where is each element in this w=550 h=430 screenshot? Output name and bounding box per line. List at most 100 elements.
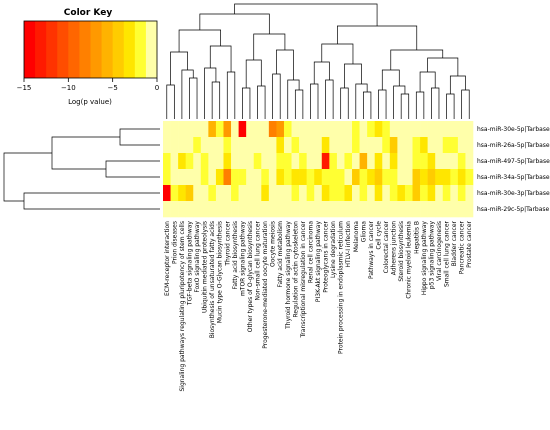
column-label: Fatty acid biosynthesis [232,221,239,289]
heatmap-cell [246,153,255,170]
heatmap-cell [223,185,232,202]
heatmap-cell [185,169,194,186]
heatmap-cell [163,169,171,186]
heatmap-cell [420,201,428,218]
dendrogram-branch [321,43,354,64]
column-label: Colorectal cancer [383,220,390,273]
column-label: Oocyte meiosis [270,221,277,267]
row-label: hsa-miR-30e-5p|Tarbase [477,126,550,133]
dendrogram-branch [226,71,236,119]
heatmap-cell [367,169,376,186]
heatmap-cell [200,185,209,202]
heatmap-cell [306,201,315,218]
heatmap-cell [238,201,247,218]
heatmap-cell [374,137,383,154]
heatmap-cell [442,201,451,218]
heatmap-cell [185,185,194,202]
heatmap-cell [291,169,300,186]
heatmap-cell [336,185,345,202]
heatmap-cell [299,153,307,170]
heatmap-cell [397,185,406,202]
heatmap-cell [276,169,285,186]
dendrogram-branch [449,75,466,94]
heatmap-cell [223,121,232,138]
dendrogram-branch [257,85,266,119]
heatmap-cell [170,153,179,170]
heatmap-cell [442,153,451,170]
heatmap-cell [420,137,428,154]
dendrogram-branch [390,49,444,70]
heatmap-cell [359,121,368,138]
heatmap-cell [238,169,247,186]
column-label: Viral carcinogenesis [436,221,443,281]
heatmap-cell [382,137,391,154]
column-label: TGF-beta signaling pathway [186,221,193,307]
heatmap-cell [261,185,270,202]
heatmap-cell [420,121,428,138]
heatmap-cell [299,169,307,186]
heatmap-cell [314,169,323,186]
heatmap-cell [412,153,421,170]
column-label: Proteoglycans in cancer [323,220,330,292]
heatmap-cell [382,121,391,138]
heatmap-cell [435,153,444,170]
heatmap-cell [276,153,285,170]
heatmap-cell [329,121,338,138]
heatmap-cell [200,153,209,170]
heatmap-cell [178,137,186,154]
dendrogram-branch [344,63,362,88]
heatmap-cell [450,185,459,202]
heatmap-cell [442,137,451,154]
heatmap-cell [291,185,300,202]
column-label: PI3K-Akt signaling pathway [315,221,322,303]
heatmap-cell [163,121,171,138]
heatmap-cell [223,153,232,170]
color-key-step [101,21,114,78]
color-key-step [112,21,125,78]
heatmap-cell [276,137,285,154]
heatmap-cell [359,201,368,218]
heatmap-cell [374,169,383,186]
heatmap-cell [389,137,398,154]
heatmap-cell [193,169,202,186]
dendrogram-branch [119,128,160,146]
column-dendrogram [166,3,470,119]
dendrogram-branch [166,84,175,119]
row-label: hsa-miR-30e-3p|Tarbase [477,190,550,197]
row-label: hsa-miR-497-5p|Tarbase [477,158,550,165]
heatmap-cell [268,121,277,138]
heatmap-cell [314,153,323,170]
column-label: FoxO signaling pathway [194,221,201,293]
heatmap-cell [367,185,376,202]
color-key-step [145,21,158,78]
heatmap-cell [283,201,292,218]
column-label: mTOR signaling pathway [239,221,246,296]
color-key-step [35,21,47,78]
column-label: Hippo signaling pathway [421,221,428,296]
heatmap-cell [200,169,209,186]
heatmap-cell [193,137,202,154]
column-label: Fatty acid metabolism [277,221,284,288]
heatmap-cell [352,169,360,186]
heatmap-cell [208,185,217,202]
heatmap-cell [336,137,345,154]
heatmap-cell [465,137,474,154]
heatmap-cell [367,137,376,154]
column-label: Adherens junction [391,221,398,275]
heatmap-cell [178,169,186,186]
heatmap-cell [246,169,255,186]
dendrogram-branch [199,13,270,34]
heatmap-cell [208,169,217,186]
heatmap-cell [420,153,428,170]
dendrogram-branch [23,192,160,210]
heatmap-cell [246,201,255,218]
color-key-step [24,21,36,78]
heatmap-cell [215,121,224,138]
heatmap-cell [314,137,323,154]
heatmap-cell [231,201,239,218]
heatmap-cell [321,201,330,218]
dendrogram-branch [381,69,400,90]
dendrogram-branch [245,59,262,88]
heatmap-cell [223,169,232,186]
